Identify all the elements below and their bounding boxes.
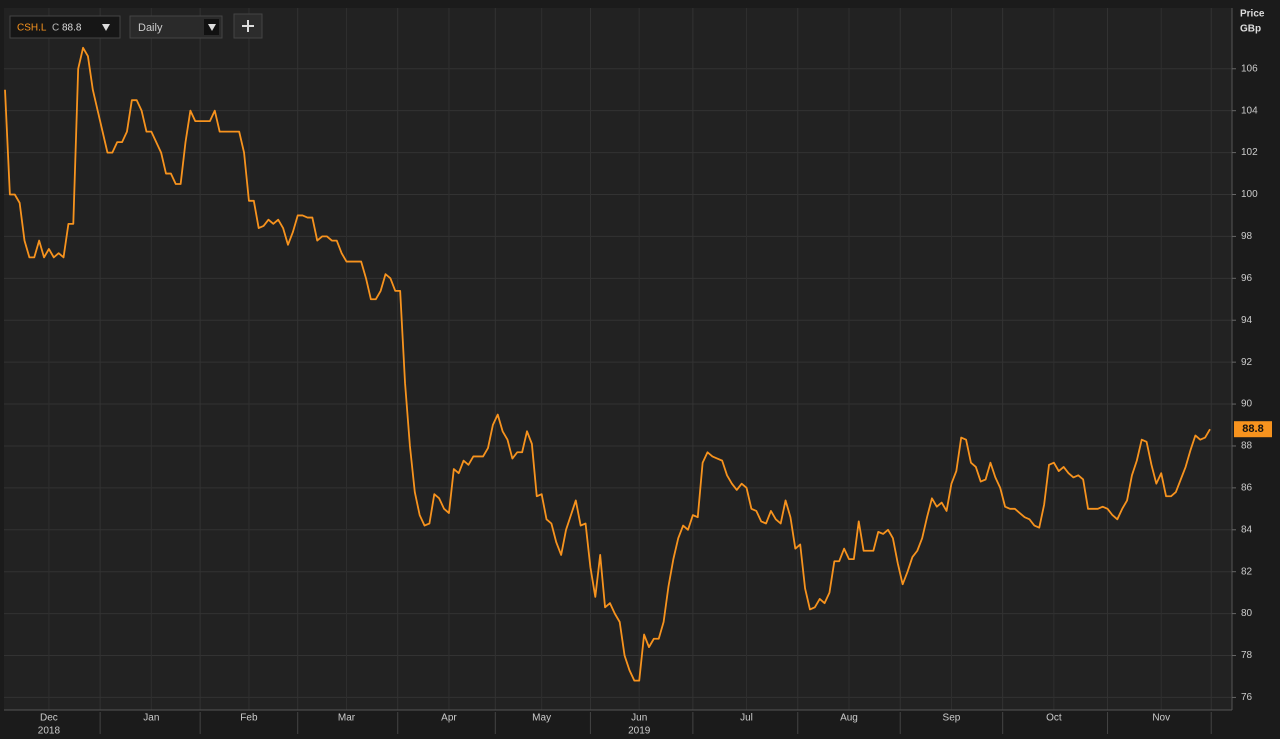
x-tick-label: Nov (1152, 713, 1170, 724)
x-year-label: 2019 (628, 726, 651, 737)
y-axis-unit: GBp (1240, 24, 1261, 35)
plot-area (4, 8, 1232, 710)
y-tick-label: 96 (1241, 273, 1253, 284)
x-tick-label: Mar (338, 713, 356, 724)
series (4, 46, 1211, 682)
y-axis-title: Price (1240, 9, 1265, 20)
y-tick-label: 84 (1241, 524, 1253, 535)
close-prefix: C (52, 23, 59, 34)
x-tick-label: Jun (631, 713, 647, 724)
y-tick-label: 88 (1241, 441, 1253, 452)
x-tick-label: Oct (1046, 713, 1062, 724)
interval-control[interactable]: Daily (129, 15, 223, 39)
y-tick-label: 78 (1241, 650, 1253, 661)
plus-icon (242, 20, 254, 32)
x-tick-label: Apr (441, 713, 457, 724)
y-tick-label: 82 (1241, 566, 1253, 577)
y-tick-label: 90 (1241, 399, 1253, 410)
x-tick-label: May (532, 713, 551, 724)
y-tick-label: 106 (1241, 63, 1258, 74)
y-tick-label: 104 (1241, 105, 1258, 116)
x-tick-label: Feb (240, 713, 258, 724)
y-tick-label: 80 (1241, 608, 1253, 619)
last-value-flag (1234, 421, 1272, 438)
symbol-control[interactable]: CSH.L C 88.8 (9, 15, 121, 39)
y-tick-label: 76 (1241, 692, 1253, 703)
grid (4, 8, 1232, 710)
y-tick-label: 98 (1241, 231, 1253, 242)
x-year-label: 2018 (38, 726, 61, 737)
x-tick-label: Dec (40, 713, 58, 724)
y-tick-label: 102 (1241, 147, 1258, 158)
close-value: 88.8 (62, 23, 82, 34)
y-tick-label: 100 (1241, 189, 1258, 200)
last-value-label: 88.8 (1242, 423, 1263, 435)
x-tick-label: Sep (943, 713, 961, 724)
dropdown-arrow (102, 24, 110, 31)
y-tick-label: 94 (1241, 315, 1253, 326)
x-tick-label: Jan (143, 713, 159, 724)
price-line (4, 46, 1211, 682)
interval-box[interactable] (129, 15, 223, 39)
y-tick-label: 92 (1241, 357, 1253, 368)
add-button[interactable] (233, 13, 263, 39)
symbol: CSH.L (17, 23, 47, 34)
x-tick-label: Jul (740, 713, 753, 724)
x-tick-label: Aug (840, 713, 858, 724)
interval: Daily (138, 22, 163, 34)
dropdown-arrow (208, 24, 216, 31)
symbol-box[interactable] (9, 15, 121, 39)
y-tick-label: 86 (1241, 483, 1253, 494)
